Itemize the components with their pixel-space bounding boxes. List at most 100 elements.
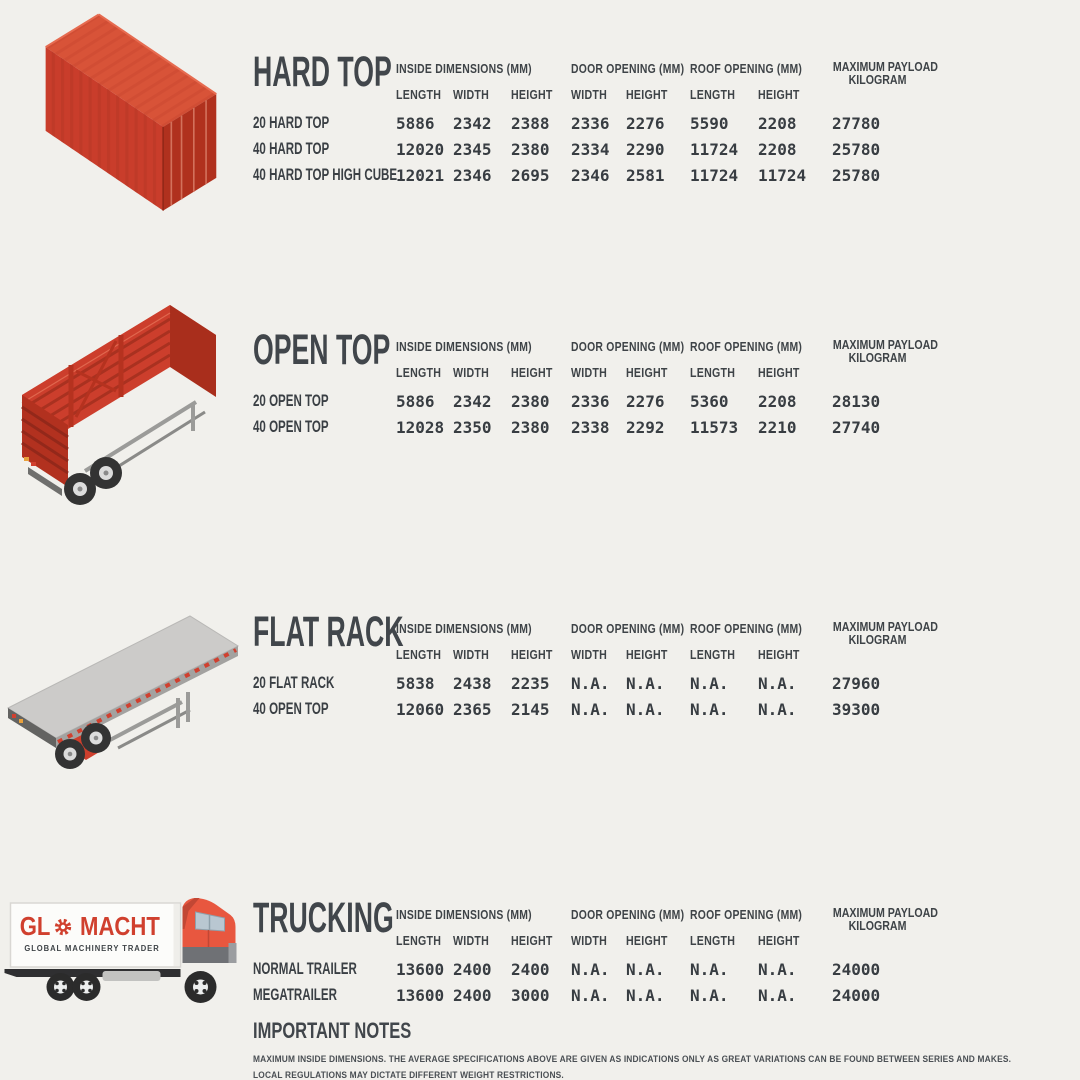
subheader-roof-height: HEIGHT (758, 366, 800, 380)
row-label: 40 OPEN TOP (253, 417, 329, 436)
spec-value: N.A. (690, 985, 729, 1005)
subheader-roof-length: LENGTH (690, 934, 736, 948)
spec-value: 2235 (511, 673, 550, 693)
section-title: HARD TOP (253, 48, 392, 96)
subheader-height: HEIGHT (511, 648, 553, 662)
subheader-width: WIDTH (453, 934, 490, 948)
subheader-length: LENGTH (396, 366, 442, 380)
spec-value-payload: 24000 (832, 985, 881, 1005)
spec-value: 2336 (571, 391, 610, 411)
notes-title: IMPORTANT NOTES (253, 1018, 412, 1043)
spec-value-payload: 28130 (832, 391, 881, 411)
subheader-roof-height: HEIGHT (758, 648, 800, 662)
header-max-payload-line1: MAXIMUM PAYLOAD (832, 906, 938, 920)
spec-value-payload: 27960 (832, 673, 881, 693)
spec-value: N.A. (571, 699, 610, 719)
spec-value: 11724 (690, 165, 739, 185)
row-label: 40 OPEN TOP (253, 699, 329, 718)
spec-value: N.A. (690, 699, 729, 719)
important-notes: IMPORTANT NOTES MAXIMUM INSIDE DIMENSION… (253, 1018, 1011, 1080)
header-max-payload: MAXIMUM PAYLOAD KILOGRAM (832, 332, 938, 388)
subheader-door-height: HEIGHT (626, 648, 668, 662)
subheader-roof-height: HEIGHT (758, 934, 800, 948)
header-max-payload-line2: KILOGRAM (848, 633, 907, 647)
spec-value: 2292 (626, 417, 665, 437)
subheader-width: WIDTH (453, 88, 490, 102)
logo-text-left: GL (19, 911, 51, 941)
subheader-roof-length: LENGTH (690, 88, 736, 102)
logo-subtitle: GLOBAL MACHINERY TRADER (24, 944, 160, 953)
row-label: 20 FLAT RACK (253, 673, 335, 692)
subheader-door-width: WIDTH (571, 366, 608, 380)
row-label: NORMAL TRAILER (253, 959, 357, 978)
section-hard-top: HARD TOP INSIDE DIMENSIONS (MM) DOOR OPE… (253, 48, 938, 188)
header-inside-dimensions: INSIDE DIMENSIONS (MM) (396, 621, 532, 636)
subheader-width: WIDTH (453, 366, 490, 380)
table-header: TRUCKING INSIDE DIMENSIONS (MM) DOOR OPE… (253, 897, 938, 956)
subheader-door-width: WIDTH (571, 648, 608, 662)
table-header: FLAT RACK INSIDE DIMENSIONS (MM) DOOR OP… (253, 608, 938, 670)
subheader-door-width: WIDTH (571, 934, 608, 948)
spec-value: 2210 (758, 417, 797, 437)
spec-value: N.A. (626, 959, 665, 979)
subheader-height: HEIGHT (511, 934, 553, 948)
row-label: 40 HARD TOP HIGH CUBE (253, 165, 398, 184)
spec-value: 12020 (396, 139, 445, 159)
spec-value: N.A. (758, 985, 797, 1005)
spec-value: 2695 (511, 165, 550, 185)
row-label: 20 OPEN TOP (253, 391, 329, 410)
header-max-payload: MAXIMUM PAYLOAD KILOGRAM (832, 900, 938, 956)
table-row: 20 FLAT RACK 5838 2438 2235 N.A. N.A. N.… (253, 670, 930, 696)
row-label: 20 HARD TOP (253, 113, 330, 132)
header-max-payload-line2: KILOGRAM (848, 919, 907, 933)
header-door-opening: DOOR OPENING (MM) (571, 61, 685, 76)
spec-value: 5886 (396, 113, 435, 133)
spec-value: 2400 (453, 959, 492, 979)
spec-value: 2208 (758, 391, 797, 411)
glomacht-logo: GL MACHT GLOBAL MACHINERY TRADER (16, 911, 168, 953)
table-row: 20 HARD TOP 5886 2342 2388 2336 2276 559… (253, 110, 930, 136)
shipping-container-icon (45, 13, 217, 211)
table-row: 40 OPEN TOP 12060 2365 2145 N.A. N.A. N.… (253, 696, 930, 722)
header-max-payload-line2: KILOGRAM (848, 73, 907, 87)
flat-rack-trailer-illustration (0, 588, 250, 793)
table-header: OPEN TOP INSIDE DIMENSIONS (MM) DOOR OPE… (253, 329, 938, 388)
logo-text-right: MACHT (80, 911, 160, 941)
subheader-door-width: WIDTH (571, 88, 608, 102)
header-door-opening: DOOR OPENING (MM) (571, 621, 685, 636)
table-row: 40 OPEN TOP 12028 2350 2380 2338 2292 11… (253, 414, 930, 440)
spec-value: 2290 (626, 139, 665, 159)
header-roof-opening: ROOF OPENING (MM) (690, 61, 803, 76)
truck-wheels (46, 971, 217, 1003)
section-title: FLAT RACK (253, 608, 404, 656)
spec-value: 2336 (571, 113, 610, 133)
spec-value-payload: 39300 (832, 699, 881, 719)
spec-value-payload: 27740 (832, 417, 881, 437)
spec-value: 2350 (453, 417, 492, 437)
flat-rack-icon (6, 615, 240, 769)
header-max-payload-line1: MAXIMUM PAYLOAD (832, 620, 938, 634)
spec-value: 13600 (396, 959, 445, 979)
header-door-opening: DOOR OPENING (MM) (571, 907, 685, 922)
header-inside-dimensions: INSIDE DIMENSIONS (MM) (396, 907, 532, 922)
spec-value: 12021 (396, 165, 445, 185)
spec-value-payload: 25780 (832, 139, 881, 159)
spec-value: 2342 (453, 113, 492, 133)
spec-value: 12028 (396, 417, 445, 437)
header-roof-opening: ROOF OPENING (MM) (690, 339, 803, 354)
spec-value: N.A. (690, 959, 729, 979)
spec-value-payload: 25780 (832, 165, 881, 185)
spec-value: 2338 (571, 417, 610, 437)
subheader-roof-length: LENGTH (690, 366, 736, 380)
spec-value: 2380 (511, 391, 550, 411)
header-roof-opening: ROOF OPENING (MM) (690, 621, 803, 636)
spec-value: 2276 (626, 391, 665, 411)
subheader-height: HEIGHT (511, 88, 553, 102)
subheader-length: LENGTH (396, 88, 442, 102)
spec-value: 5838 (396, 673, 435, 693)
spec-value: 2342 (453, 391, 492, 411)
spec-value: 2400 (453, 985, 492, 1005)
header-max-payload-line1: MAXIMUM PAYLOAD (832, 338, 938, 352)
spec-value: 2346 (571, 165, 610, 185)
subheader-height: HEIGHT (511, 366, 553, 380)
